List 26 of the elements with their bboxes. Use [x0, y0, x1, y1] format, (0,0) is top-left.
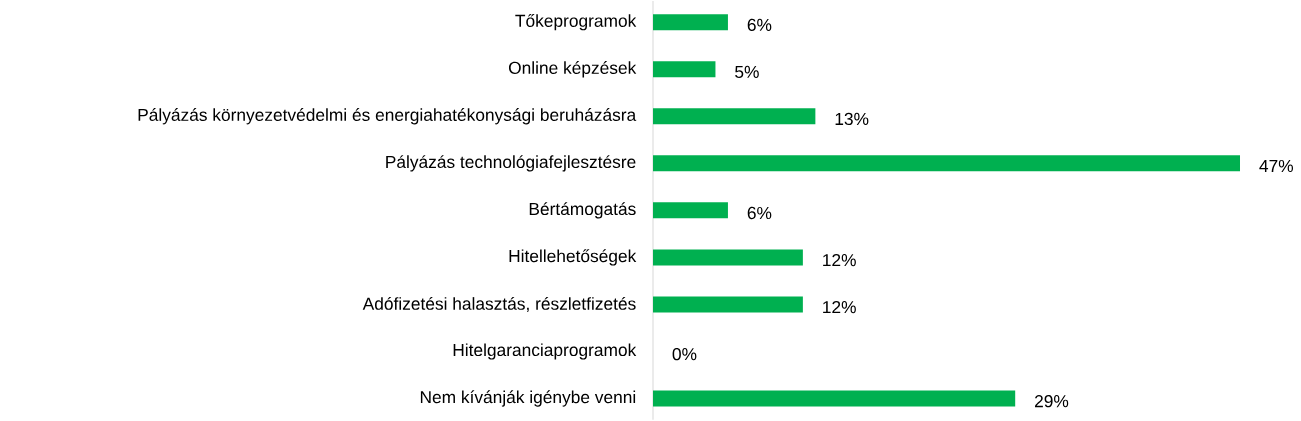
data-label: 0% — [672, 347, 697, 361]
data-label: 12% — [823, 300, 856, 314]
y-tick-label: Hitellehetőségek — [509, 249, 637, 266]
bar — [653, 61, 716, 78]
y-tick-label: Bértámogatás — [529, 202, 636, 219]
y-tick-label: Pályázás környezetvédelmi és energiahatékonysági beruházásra — [138, 108, 637, 125]
bar — [653, 296, 803, 313]
bar — [653, 14, 728, 31]
y-tick-label: Online képzések — [508, 61, 637, 78]
bar — [653, 108, 816, 125]
y-tick-label: Tőkeprogramok — [515, 14, 637, 31]
bar — [653, 390, 1016, 407]
y-tick-label: Adófizetési halasztás, részletfizetés — [362, 296, 636, 312]
data-label: 13% — [835, 112, 869, 126]
y-tick-label: Hitelgaranciaprogramok — [453, 343, 637, 360]
bar — [653, 249, 803, 266]
bar — [653, 202, 728, 219]
y-tick-label: Pályázás technológiafejlesztésre — [386, 155, 636, 172]
data-label: 29% — [1035, 395, 1069, 408]
data-label: 12% — [823, 253, 856, 267]
data-label: 6% — [747, 18, 772, 31]
data-label: 5% — [735, 65, 759, 78]
y-tick-label: Nem kívánják igénybe venni — [420, 390, 636, 407]
data-label: 47% — [1259, 159, 1294, 173]
data-label: 6% — [747, 206, 772, 220]
bar — [653, 155, 1241, 172]
